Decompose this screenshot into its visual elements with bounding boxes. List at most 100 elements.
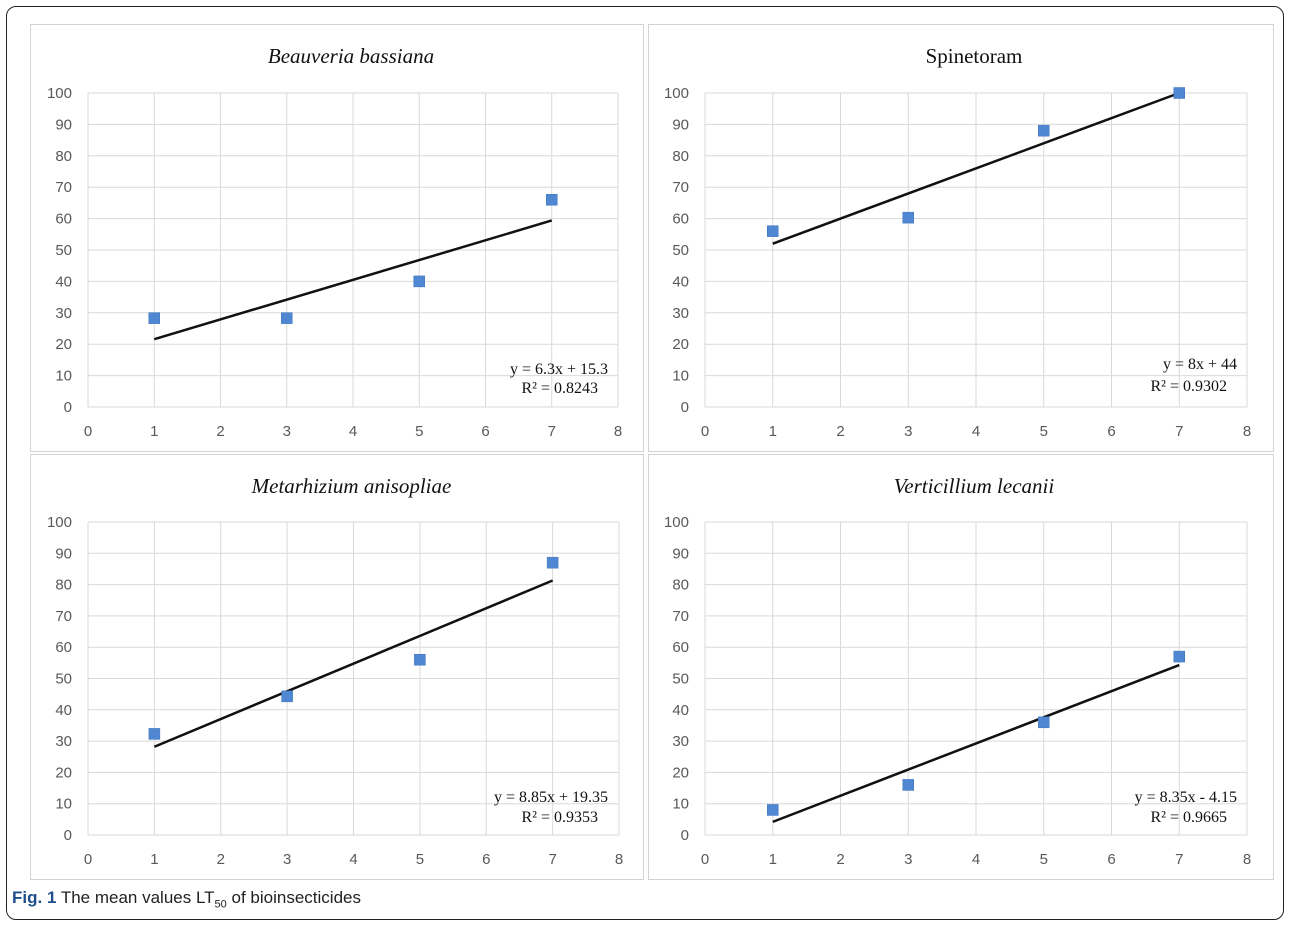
trendline-equation: y = 8x + 44 bbox=[1163, 356, 1237, 373]
y-tick-label: 10 bbox=[672, 796, 689, 813]
data-point bbox=[902, 779, 914, 791]
chart-title: Spinetoram bbox=[926, 44, 1023, 68]
x-tick-label: 8 bbox=[1243, 851, 1251, 868]
y-tick-label: 0 bbox=[681, 399, 689, 416]
y-tick-label: 0 bbox=[681, 827, 689, 844]
figure-caption: Fig. 1 The mean values LT50 of bioinsect… bbox=[12, 888, 361, 910]
x-tick-label: 1 bbox=[150, 851, 158, 868]
caption-subscript: 50 bbox=[214, 898, 227, 911]
x-tick-label: 4 bbox=[349, 423, 357, 440]
data-point bbox=[767, 225, 779, 237]
chart-title: Beauveria bassiana bbox=[268, 44, 434, 68]
data-point bbox=[546, 556, 559, 569]
chart-panel-beauveria: Beauveria bassiana 0 10 20 30 40 50 60 70 80 90 100… bbox=[30, 24, 644, 452]
data-point bbox=[1173, 650, 1185, 663]
y-tick-label: 20 bbox=[672, 336, 689, 353]
x-tick-label: 4 bbox=[972, 423, 980, 440]
x-tick-label: 2 bbox=[836, 851, 844, 868]
x-tick-label: 6 bbox=[1107, 423, 1115, 440]
y-tick-label: 70 bbox=[55, 608, 72, 625]
y-tick-label: 60 bbox=[55, 639, 72, 656]
trendline bbox=[153, 579, 554, 748]
y-tick-label: 70 bbox=[672, 179, 689, 196]
y-tick-label: 70 bbox=[672, 608, 689, 625]
figure-frame bbox=[6, 6, 1284, 920]
trendline bbox=[772, 663, 1180, 824]
data-point bbox=[281, 312, 293, 324]
r-squared-label: R² = 0.8243 bbox=[522, 380, 599, 397]
chart-panel-metarhizium: Metarhizium anisopliae 0 10 20 30 40 50 60 70 80 9… bbox=[30, 454, 644, 880]
y-tick-label: 10 bbox=[55, 368, 72, 385]
x-tick-label: 1 bbox=[769, 851, 777, 868]
y-tick-label: 30 bbox=[55, 733, 72, 750]
y-tick-label: 0 bbox=[64, 399, 72, 416]
y-tick-label: 100 bbox=[664, 514, 689, 531]
x-tick-label: 3 bbox=[904, 851, 912, 868]
x-tick-label: 5 bbox=[1040, 423, 1048, 440]
x-tick-label: 8 bbox=[614, 423, 622, 440]
x-tick-label: 2 bbox=[836, 423, 844, 440]
x-tick-label: 2 bbox=[216, 423, 224, 440]
chart-title: Metarhizium anisopliae bbox=[251, 474, 452, 498]
chart-svg-spinetoram: Spinetoram 0 10 20 30 40 50 60 70 80 90 100 0 1 2 3 4 5 6 7… bbox=[664, 44, 1251, 440]
y-tick-label: 60 bbox=[55, 211, 72, 228]
y-tick-label: 80 bbox=[672, 148, 689, 165]
x-tick-label: 7 bbox=[548, 423, 556, 440]
x-tick-label: 6 bbox=[482, 851, 490, 868]
y-tick-label: 70 bbox=[55, 179, 72, 196]
x-tick-label: 1 bbox=[150, 423, 158, 440]
y-tick-label: 20 bbox=[55, 336, 72, 353]
x-tick-label: 0 bbox=[84, 851, 92, 868]
x-tick-label: 5 bbox=[416, 851, 424, 868]
y-tick-label: 40 bbox=[672, 702, 689, 719]
x-tick-label: 4 bbox=[972, 851, 980, 868]
chart-svg-metarhizium: Metarhizium anisopliae010203040506070809… bbox=[47, 474, 623, 868]
y-tick-label: 100 bbox=[47, 85, 72, 102]
caption-prefix: The mean values LT bbox=[60, 888, 215, 907]
data-point bbox=[902, 211, 914, 224]
r-squared-label: R² = 0.9665 bbox=[1151, 809, 1228, 826]
y-tick-label: 40 bbox=[55, 702, 72, 719]
chart-title: Verticillium lecanii bbox=[894, 474, 1055, 498]
y-tick-label: 100 bbox=[664, 85, 689, 102]
y-tick-label: 30 bbox=[55, 305, 72, 322]
y-tick-label: 90 bbox=[55, 545, 72, 562]
x-tick-label: 7 bbox=[1175, 423, 1183, 440]
trendline bbox=[772, 91, 1180, 245]
y-tick-label: 80 bbox=[55, 148, 72, 165]
data-point bbox=[414, 653, 426, 666]
x-tick-label: 1 bbox=[769, 423, 777, 440]
trendline-equation: y = 8.85x + 19.35 bbox=[494, 789, 608, 806]
y-tick-label: 40 bbox=[672, 273, 689, 290]
y-tick-label: 100 bbox=[47, 514, 72, 531]
y-tick-label: 30 bbox=[672, 305, 689, 322]
caption-suffix: of bioinsecticides bbox=[231, 888, 361, 907]
data-point bbox=[413, 275, 425, 288]
y-tick-label: 50 bbox=[55, 671, 72, 688]
x-tick-label: 7 bbox=[548, 851, 556, 868]
y-tick-label: 50 bbox=[672, 671, 689, 688]
chart-panel-spinetoram: Spinetoram 0 10 20 30 40 50 60 70 80 90 100 0 1 2 3 4 5 6 7… bbox=[648, 24, 1274, 452]
y-tick-label: 20 bbox=[672, 764, 689, 781]
y-tick-label: 80 bbox=[672, 577, 689, 594]
r-squared-label: R² = 0.9353 bbox=[522, 809, 599, 826]
y-tick-label: 50 bbox=[55, 242, 72, 259]
y-tick-label: 90 bbox=[55, 116, 72, 133]
chart-svg-beauveria: Beauveria bassiana0102030405060708090100… bbox=[47, 44, 622, 440]
x-tick-label: 4 bbox=[349, 851, 357, 868]
y-tick-label: 80 bbox=[55, 577, 72, 594]
y-tick-label: 50 bbox=[672, 242, 689, 259]
data-point bbox=[1038, 124, 1050, 137]
x-tick-label: 6 bbox=[1107, 851, 1115, 868]
data-point bbox=[148, 312, 160, 324]
data-point bbox=[767, 804, 779, 816]
x-tick-label: 5 bbox=[415, 423, 423, 440]
x-tick-label: 8 bbox=[1243, 423, 1251, 440]
chart-svg-verticillium: Verticillium lecanii01020304050607080901… bbox=[664, 474, 1251, 868]
y-tick-label: 30 bbox=[672, 733, 689, 750]
y-tick-label: 60 bbox=[672, 639, 689, 656]
data-point bbox=[1173, 87, 1185, 99]
y-tick-label: 0 bbox=[64, 827, 72, 844]
caption-label: Fig. 1 bbox=[12, 888, 57, 907]
x-tick-label: 6 bbox=[481, 423, 489, 440]
